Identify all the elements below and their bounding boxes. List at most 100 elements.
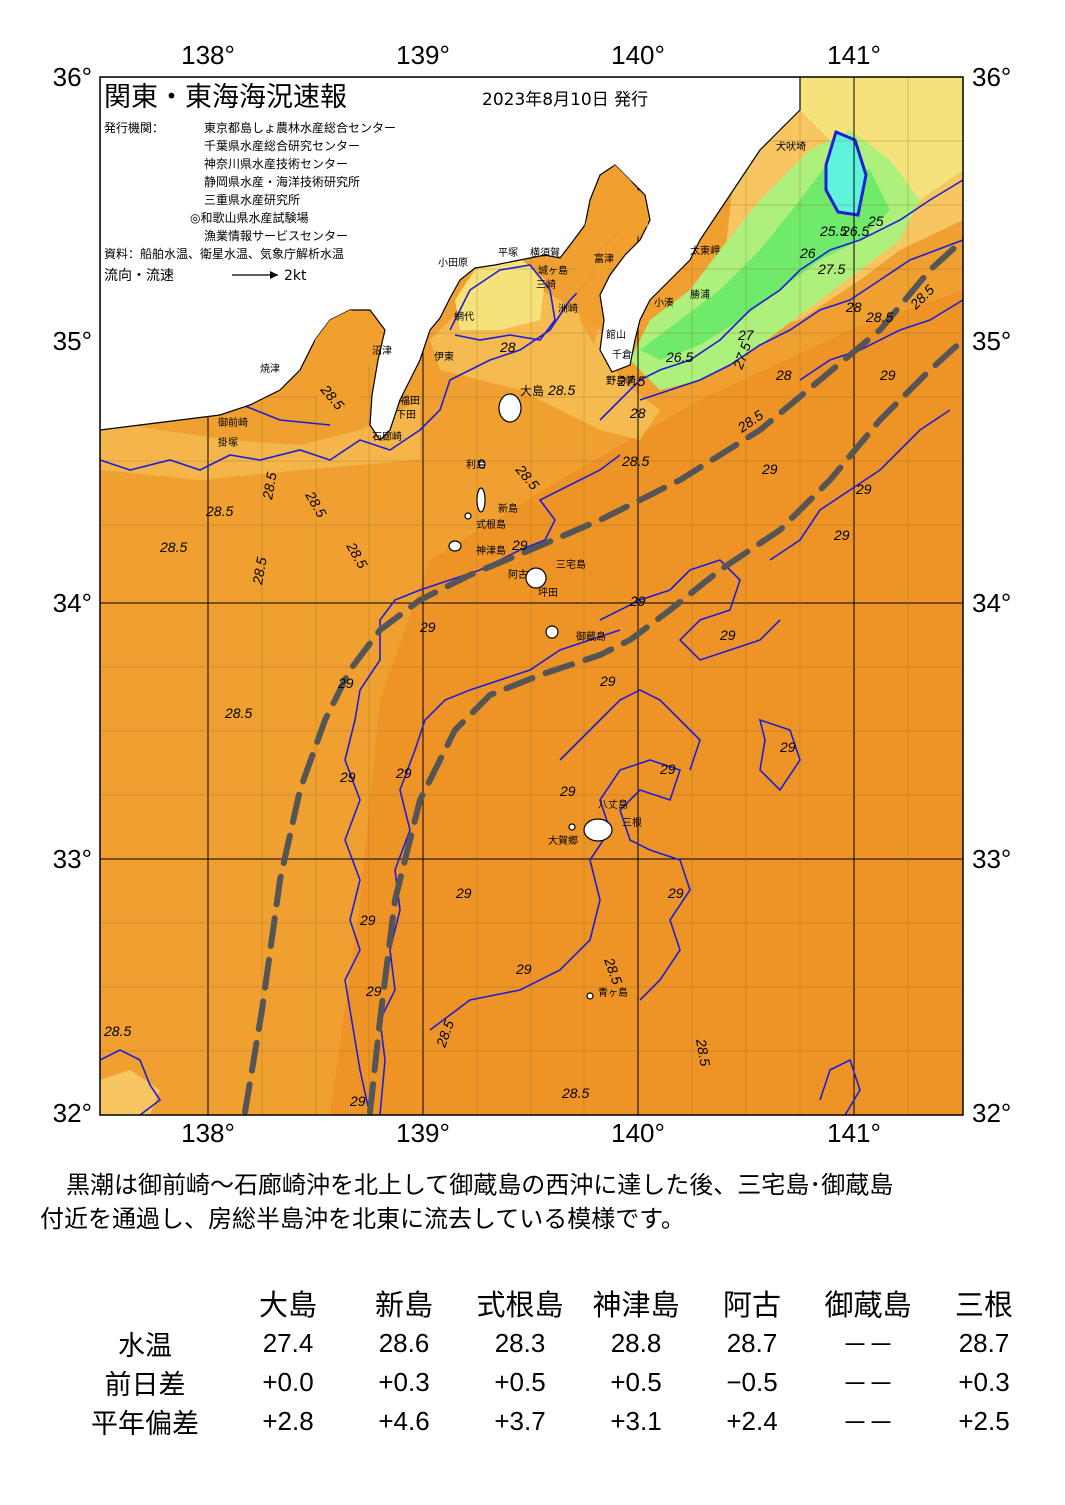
- kozushima-island: [448, 540, 462, 552]
- place-label: 平塚: [498, 247, 518, 259]
- isotherm-label: 26: [799, 245, 816, 261]
- isotherm-label: 29: [559, 783, 576, 799]
- cool-water-region-south: [100, 1070, 160, 1115]
- table-header: 三根: [954, 1288, 1013, 1322]
- table-row: 平年偏差 +2.8 +4.6 +3.7 +3.1 +2.4 －－ +2.5: [60, 1402, 1042, 1441]
- table-header-row: 大島 新島 式根島 神津島 阿古 御蔵島 三根: [60, 1282, 1042, 1324]
- place-label: 式根島: [476, 518, 506, 531]
- arrow-head-icon: [270, 271, 278, 279]
- isotherm-label: 29: [359, 912, 376, 928]
- table-header: 新島: [374, 1288, 433, 1322]
- place-label: 小湊: [654, 296, 674, 309]
- place-label: 福田: [400, 394, 420, 407]
- shikinejima-island: [464, 512, 472, 520]
- place-label: 網代: [454, 310, 474, 323]
- table-row: 前日差 +0.0 +0.3 +0.5 +0.5 −0.5 －－ +0.3: [60, 1363, 1042, 1402]
- table-cell: 28.8: [610, 1328, 662, 1358]
- place-label: 犬吠埼: [776, 140, 806, 153]
- table-cell: +0.3: [958, 1367, 1010, 1397]
- table-cell: －－: [841, 1408, 894, 1438]
- table-header: 御蔵島: [824, 1288, 912, 1322]
- isotherm-label: 28.5: [561, 1085, 589, 1101]
- isotherm-label: 27.5: [617, 373, 645, 389]
- issuer-label: 発行機関：: [104, 120, 164, 135]
- lat-label-right-32: 32°: [972, 1098, 1011, 1128]
- issuer-4: 静岡県水産・海洋技術研究所: [204, 174, 360, 189]
- place-label: 三根: [622, 816, 642, 829]
- place-label: 城ヶ島: [538, 264, 568, 277]
- table-cell: +4.6: [378, 1406, 430, 1436]
- place-label: 大賀郷: [548, 834, 578, 847]
- isotherm-label: 29: [879, 367, 896, 383]
- isotherm-label: 28: [845, 299, 862, 315]
- table-corner: [60, 1282, 230, 1324]
- place-label: 御前崎: [218, 416, 248, 429]
- map-header: 関東・東海海況速報 2023年8月10日 発行 発行機関： 東京都島しょ農林水産…: [104, 82, 648, 284]
- map-frame: [99, 76, 964, 1116]
- lat-label-right-34: 34°: [972, 588, 1011, 618]
- table-header: 大島: [258, 1288, 317, 1322]
- isotherm-label: 28.5: [621, 453, 649, 469]
- coldest-water-region: [824, 129, 868, 217]
- miyakejima-island: [525, 567, 547, 589]
- place-label: 千倉: [612, 348, 632, 361]
- isotherm-labels: 28.5 28.5 28.5 28.5 28.5 28.5 28.5 28.5 …: [103, 213, 938, 1109]
- isotherm-label: 29: [667, 885, 684, 901]
- place-label: 坪田: [538, 586, 558, 599]
- isotherm-label: 29: [779, 739, 796, 755]
- axis-labels: 138° 139° 140° 141° 138° 139° 140° 141° …: [53, 40, 1012, 1148]
- place-label: 八丈島: [598, 798, 628, 811]
- isotherm-label: 26.5: [841, 223, 869, 239]
- table-cell: －－: [841, 1330, 894, 1360]
- isotherm-label: 28.5: [547, 382, 575, 398]
- place-label: 青ヶ島: [598, 986, 628, 999]
- isotherm-label: 28.5: [249, 556, 270, 587]
- isotherm-label: 29: [719, 627, 736, 643]
- table-cell: +0.5: [494, 1367, 546, 1397]
- isotherm-label: 29: [395, 765, 412, 781]
- isotherm-label: 28: [775, 367, 792, 383]
- isotherm-label: 29: [419, 619, 436, 635]
- row-label: 平年偏差: [91, 1409, 199, 1440]
- lon-label-top-141: 141°: [827, 40, 881, 70]
- isotherm-label: 28.5: [865, 309, 893, 325]
- isotherm-label: 28.5: [259, 471, 280, 502]
- isotherm-label: 26.5: [665, 349, 693, 365]
- isotherm-label: 28: [629, 405, 646, 421]
- sea-temperature-map: 138° 139° 140° 141° 138° 139° 140° 141° …: [53, 40, 1012, 1148]
- hachijojima-island: [583, 818, 613, 842]
- kuroshio-axis: [242, 237, 963, 1115]
- table-cell: +0.3: [378, 1367, 430, 1397]
- table-header: 阿古: [722, 1288, 781, 1322]
- summary-line-1: 黒潮は御前崎～石廊崎沖を北上して御蔵島の西沖に達した後、三宅島･御蔵島: [66, 1171, 894, 1199]
- place-label: 小田原: [438, 257, 468, 269]
- issuer-1: 東京都島しょ農林水産総合センター: [204, 120, 396, 135]
- place-label: 焼津: [260, 363, 280, 375]
- isotherm-label: 29: [339, 769, 356, 785]
- oshima-island: [498, 393, 522, 423]
- place-label: 大島: [520, 383, 544, 398]
- pale-water-region-east: [780, 77, 963, 200]
- kuroshio-summary: 黒潮は御前崎～石廊崎沖を北上して御蔵島の西沖に達した後、三宅島･御蔵島 付近を通…: [40, 1168, 1030, 1236]
- table-cell: 27.4: [262, 1328, 314, 1358]
- lon-label-top-138: 138°: [181, 40, 235, 70]
- issuer-2: 千葉県水産総合研究センター: [204, 138, 360, 153]
- pale-water-region: [455, 258, 545, 330]
- colder-water-region: [640, 160, 890, 360]
- table-header: 神津島: [592, 1288, 680, 1322]
- isotherm-label: 29: [337, 675, 354, 691]
- table-cell: +0.0: [262, 1367, 314, 1397]
- lat-label-left-36: 36°: [53, 62, 92, 92]
- lon-label-bottom-139: 139°: [396, 1118, 450, 1148]
- table-cell: −0.5: [726, 1367, 778, 1397]
- isotherm-label: 29: [365, 983, 382, 999]
- isotherm-label: 28.5: [159, 539, 187, 555]
- observation-table: 大島 新島 式根島 神津島 阿古 御蔵島 三根 水温 27.4 28.6 28.…: [60, 1282, 1042, 1441]
- aogashima-island: [586, 992, 594, 1000]
- lat-label-right-35: 35°: [972, 326, 1011, 356]
- table-cell: +0.5: [610, 1367, 662, 1397]
- isotherm-label: 29: [855, 481, 872, 497]
- row-label: 水温: [118, 1331, 172, 1362]
- isotherm-label: 25: [867, 213, 884, 229]
- isotherm-label: 29: [455, 885, 472, 901]
